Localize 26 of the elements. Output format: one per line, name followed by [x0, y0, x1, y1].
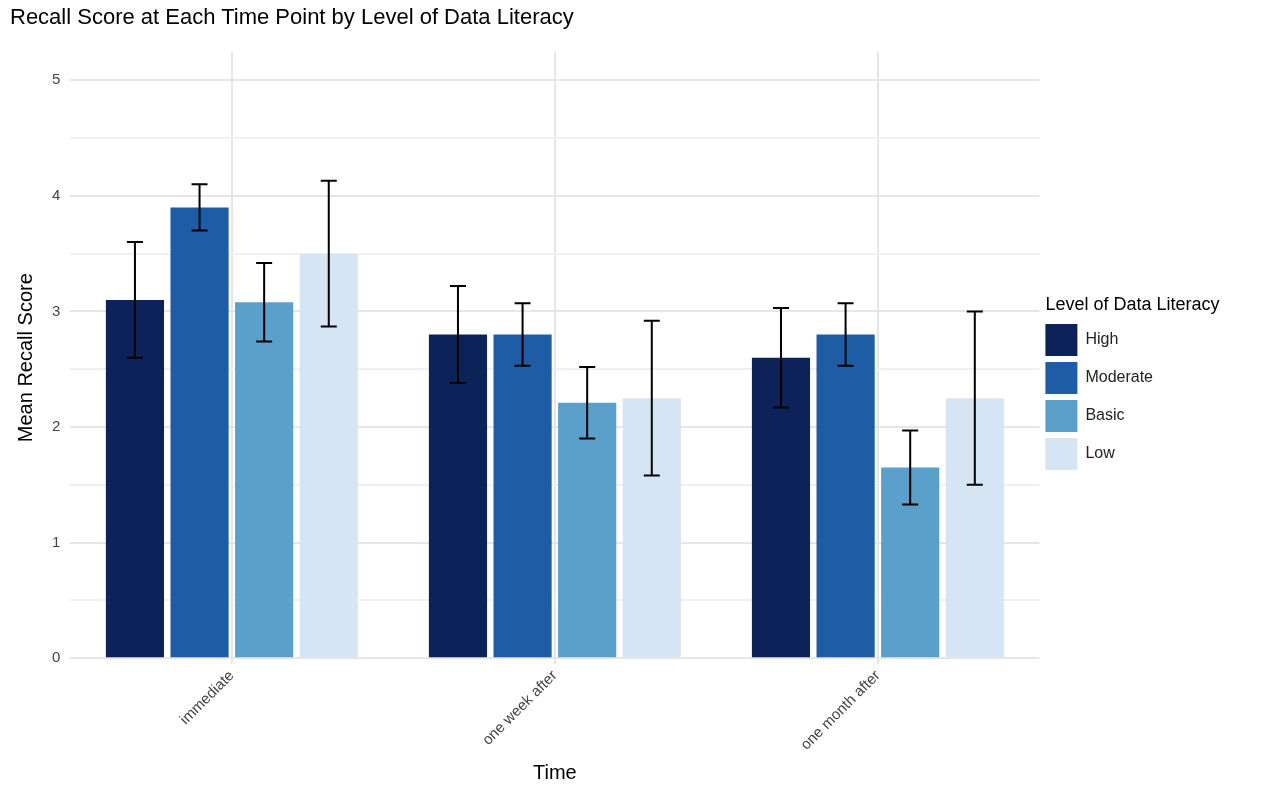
legend-title: Level of Data Literacy — [1045, 293, 1220, 314]
y-tick-label: 3 — [52, 301, 61, 319]
bar — [299, 253, 358, 658]
y-tick-label: 5 — [52, 70, 61, 88]
legend-label: Basic — [1085, 406, 1125, 424]
bar — [622, 398, 681, 658]
chart-title: Recall Score at Each Time Point by Level of Data Literacy — [10, 4, 574, 30]
bar — [170, 207, 229, 658]
legend-label: Low — [1085, 444, 1116, 462]
y-axis-title: Mean Recall Score — [13, 273, 36, 443]
bar — [235, 302, 294, 658]
bar — [816, 334, 875, 658]
bar — [428, 334, 488, 658]
bar — [881, 467, 940, 658]
y-tick-label: 4 — [52, 186, 61, 204]
bar — [751, 357, 811, 658]
legend-label: High — [1085, 330, 1119, 348]
bar — [493, 334, 552, 658]
bar — [945, 398, 1004, 658]
y-tick-label: 0 — [52, 648, 61, 666]
y-tick-label: 2 — [52, 417, 61, 435]
x-axis-title: Time — [533, 760, 577, 783]
bar — [105, 299, 165, 658]
bar — [558, 402, 617, 658]
y-tick-label: 1 — [52, 532, 61, 550]
legend-label: Moderate — [1085, 368, 1154, 386]
